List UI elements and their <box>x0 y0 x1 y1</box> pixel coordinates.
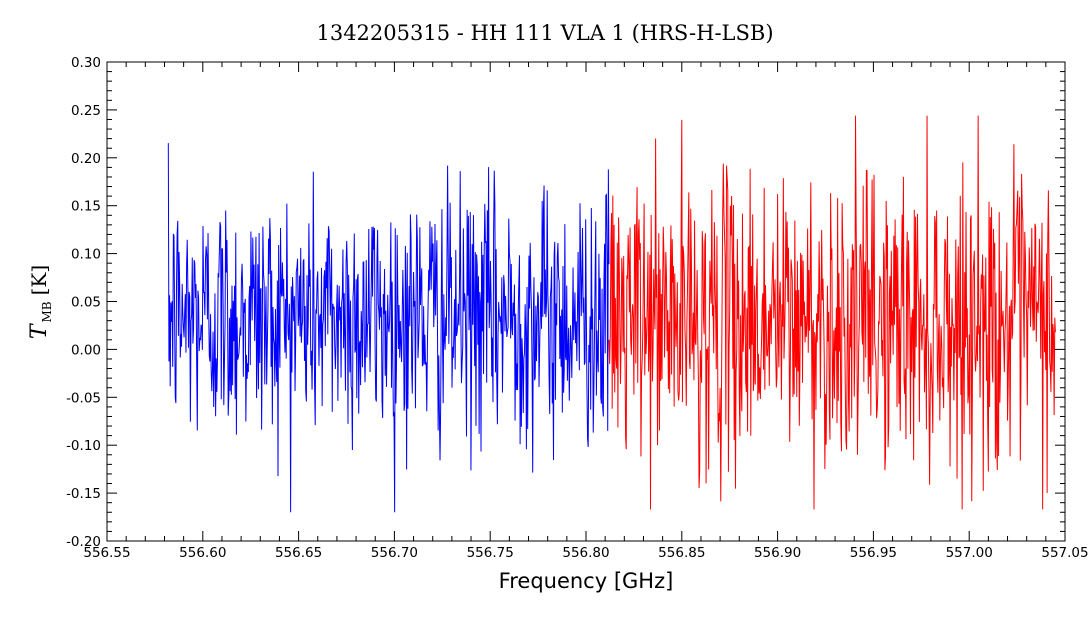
x-tick-label: 556.55 <box>83 545 130 561</box>
x-tick-label: 556.90 <box>754 545 801 561</box>
x-tick-label: 556.75 <box>467 545 514 561</box>
x-tick-label: 556.85 <box>658 545 705 561</box>
y-tick-labels: -0.20 -0.15 -0.10 -0.05 0.00 0.05 0.10 0.15 0.20… <box>66 55 101 550</box>
x-tick-label: 556.60 <box>179 545 226 561</box>
y-tick-label: 0.10 <box>71 247 101 263</box>
series-line-1 <box>167 143 610 513</box>
x-tick-label: 557.00 <box>946 545 993 561</box>
y-axis-subscript: MB <box>40 301 54 322</box>
y-axis-symbol: T <box>27 322 52 339</box>
x-tick-labels: 556.55 556.60 556.65 556.70 556.75 556.80 556.… <box>83 545 1088 561</box>
x-axis-label: Frequency [GHz] <box>499 569 674 593</box>
y-tick-label: 0.05 <box>71 295 101 311</box>
y-axis-unit: [K] <box>27 265 51 296</box>
y-tick-label: 0.00 <box>71 342 101 358</box>
x-tick-label: 557.05 <box>1041 545 1088 561</box>
axis-ticks <box>106 61 1066 542</box>
y-axis-label: TMB [K] <box>27 265 54 339</box>
x-tick-label: 556.65 <box>275 545 322 561</box>
series-layer <box>167 115 1056 513</box>
y-tick-label: 0.25 <box>71 103 101 119</box>
x-tick-label: 556.95 <box>850 545 897 561</box>
y-tick-label: -0.20 <box>66 534 101 550</box>
y-tick-label: -0.05 <box>66 390 101 406</box>
x-tick-label: 556.80 <box>562 545 609 561</box>
y-tick-label: 0.30 <box>71 55 101 71</box>
series-line-2 <box>608 115 1056 510</box>
y-tick-label: -0.15 <box>66 486 101 502</box>
y-tick-label: 0.15 <box>71 199 101 215</box>
y-tick-label: -0.10 <box>66 438 101 454</box>
x-tick-label: 556.70 <box>371 545 418 561</box>
y-tick-label: 0.20 <box>71 151 101 167</box>
chart-title: 1342205315 - HH 111 VLA 1 (HRS-H-LSB) <box>316 21 773 45</box>
